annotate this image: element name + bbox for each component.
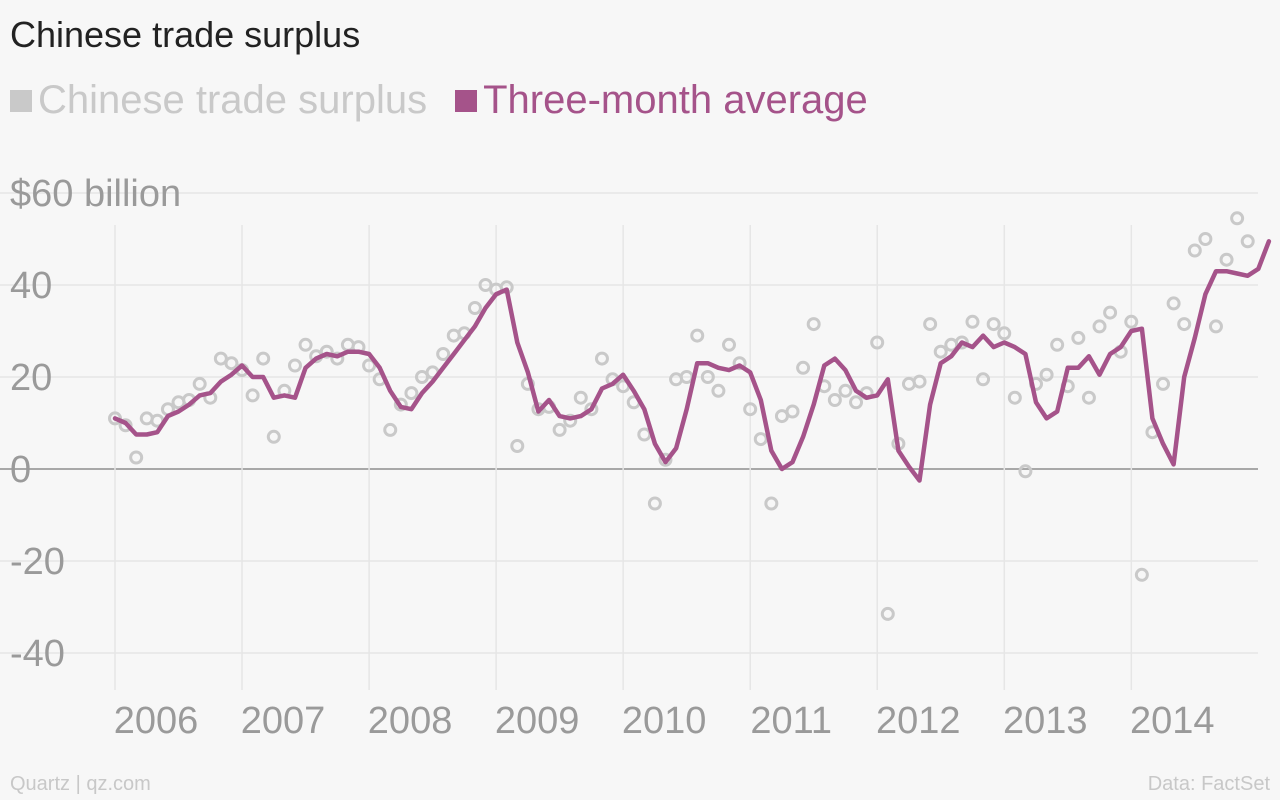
surplus-point bbox=[690, 328, 705, 343]
surplus-point bbox=[1092, 319, 1107, 334]
surplus-point bbox=[584, 402, 599, 417]
chart-title: Chinese trade surplus bbox=[10, 14, 361, 55]
legend-swatch-surplus bbox=[10, 89, 32, 112]
surplus-point bbox=[743, 402, 758, 417]
y-tick-label: $60 billion bbox=[10, 173, 181, 215]
surplus-point bbox=[637, 427, 652, 442]
surplus-point bbox=[594, 351, 609, 366]
surplus-point bbox=[827, 393, 842, 407]
surplus-point bbox=[287, 358, 302, 373]
y-tick-label: 40 bbox=[10, 265, 52, 307]
surplus-point bbox=[224, 356, 239, 371]
x-tick-label: 2011 bbox=[750, 700, 832, 742]
surplus-point bbox=[510, 439, 525, 453]
data-source: Data: FactSet bbox=[1147, 773, 1270, 795]
surplus-point bbox=[1018, 464, 1033, 479]
surplus-point bbox=[319, 344, 334, 359]
surplus-point bbox=[647, 496, 662, 511]
surplus-point bbox=[880, 606, 895, 621]
surplus-point bbox=[976, 372, 991, 387]
surplus-point bbox=[849, 395, 864, 410]
surplus-point bbox=[1081, 390, 1096, 405]
surplus-point bbox=[986, 317, 1001, 332]
x-tick-label: 2007 bbox=[241, 700, 326, 742]
surplus-point bbox=[997, 326, 1012, 341]
surplus-point bbox=[753, 432, 768, 447]
legend-item-average: Three-month average bbox=[455, 78, 868, 123]
y-tick-label: -40 bbox=[10, 633, 65, 675]
surplus-point bbox=[1156, 376, 1171, 391]
surplus-point bbox=[245, 388, 260, 403]
surplus-point bbox=[256, 351, 271, 366]
legend-label-surplus: Chinese trade surplus bbox=[38, 78, 428, 122]
surplus-point bbox=[467, 301, 482, 315]
surplus-point bbox=[404, 386, 419, 401]
surplus-point bbox=[711, 383, 726, 398]
legend: Chinese trade surplus Three-month averag… bbox=[10, 78, 868, 123]
surplus-point bbox=[923, 317, 938, 332]
surplus-point bbox=[1134, 567, 1149, 582]
surplus-point bbox=[1177, 317, 1192, 332]
surplus-point bbox=[1103, 305, 1118, 320]
surplus-point bbox=[436, 347, 451, 361]
y-tick-label: 20 bbox=[10, 357, 52, 399]
surplus-point bbox=[393, 397, 408, 412]
surplus-point bbox=[298, 337, 313, 352]
surplus-point bbox=[700, 370, 715, 384]
surplus-point bbox=[658, 452, 673, 467]
surplus-point bbox=[563, 413, 578, 428]
legend-item-surplus: Chinese trade surplus bbox=[10, 78, 427, 123]
surplus-point bbox=[785, 404, 800, 419]
x-tick-label: 2009 bbox=[495, 700, 580, 742]
x-tick-label: 2008 bbox=[368, 700, 453, 742]
surplus-point bbox=[1187, 243, 1202, 258]
surplus-point bbox=[1071, 330, 1086, 345]
surplus-point bbox=[764, 496, 779, 511]
surplus-point bbox=[1166, 296, 1181, 311]
surplus-point bbox=[383, 422, 398, 437]
three-month-average-line bbox=[112, 239, 1272, 483]
surplus-point bbox=[1039, 367, 1054, 382]
x-tick-label: 2012 bbox=[876, 700, 961, 742]
surplus-point bbox=[933, 344, 948, 359]
legend-label-average: Three-month average bbox=[483, 78, 868, 122]
x-tick-label: 2010 bbox=[622, 700, 707, 742]
surplus-point bbox=[362, 358, 377, 373]
surplus-point bbox=[118, 418, 133, 433]
surplus-point bbox=[1007, 390, 1022, 405]
surplus-point bbox=[870, 335, 885, 350]
surplus-point bbox=[965, 314, 980, 329]
surplus-point bbox=[838, 383, 853, 398]
surplus-point bbox=[1219, 252, 1234, 267]
surplus-point bbox=[192, 376, 207, 391]
surplus-point bbox=[912, 374, 927, 389]
legend-swatch-average bbox=[455, 89, 478, 112]
surplus-point bbox=[806, 317, 821, 332]
surplus-point bbox=[1050, 337, 1065, 352]
surplus-point bbox=[732, 356, 747, 371]
surplus-point bbox=[266, 429, 281, 444]
surplus-point bbox=[552, 422, 567, 437]
surplus-point bbox=[796, 360, 811, 375]
x-tick-label: 2013 bbox=[1003, 700, 1088, 742]
surplus-point bbox=[1230, 211, 1245, 226]
surplus-point bbox=[573, 390, 588, 405]
surplus-point bbox=[1198, 232, 1213, 246]
surplus-point bbox=[330, 351, 345, 366]
surplus-point bbox=[129, 450, 144, 465]
surplus-point bbox=[1124, 314, 1139, 329]
x-tick-label: 2014 bbox=[1130, 700, 1215, 742]
surplus-point bbox=[1240, 234, 1255, 249]
surplus-point bbox=[721, 337, 736, 352]
x-tick-label: 2006 bbox=[114, 700, 199, 742]
source-credit: Quartz | qz.com bbox=[10, 773, 151, 795]
y-tick-label: 0 bbox=[10, 449, 31, 491]
surplus-point bbox=[1208, 319, 1223, 334]
y-tick-label: -20 bbox=[10, 541, 65, 583]
